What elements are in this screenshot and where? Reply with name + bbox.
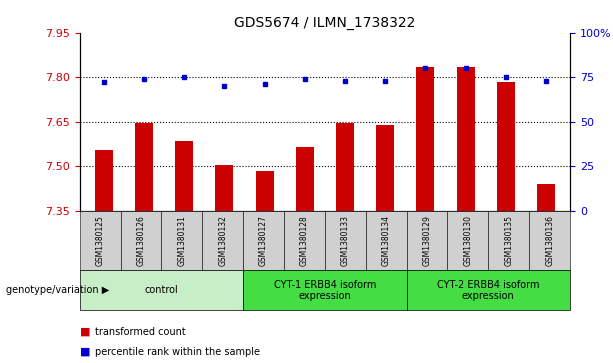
Bar [175, 141, 193, 211]
Bar [537, 184, 555, 211]
Text: GSM1380125: GSM1380125 [96, 215, 105, 266]
Text: GSM1380136: GSM1380136 [545, 215, 554, 266]
Text: GSM1380131: GSM1380131 [177, 215, 186, 266]
Bar [416, 67, 435, 211]
Text: ■: ■ [80, 327, 90, 337]
Text: GSM1380128: GSM1380128 [300, 215, 309, 266]
Text: GSM1380135: GSM1380135 [504, 215, 513, 266]
Bar [295, 147, 314, 211]
Text: CYT-2 ERBB4 isoform
expression: CYT-2 ERBB4 isoform expression [437, 280, 539, 301]
Text: GSM1380130: GSM1380130 [463, 215, 473, 266]
Text: GSM1380127: GSM1380127 [259, 215, 268, 266]
Text: genotype/variation ▶: genotype/variation ▶ [6, 285, 109, 295]
Text: GSM1380133: GSM1380133 [341, 215, 350, 266]
Text: GSM1380132: GSM1380132 [218, 215, 227, 266]
Bar [376, 125, 394, 211]
Bar [256, 171, 273, 211]
Text: ■: ■ [80, 347, 90, 357]
Text: control: control [145, 285, 178, 295]
Bar [457, 67, 474, 211]
Text: transformed count: transformed count [95, 327, 186, 337]
Text: percentile rank within the sample: percentile rank within the sample [95, 347, 260, 357]
Bar [95, 150, 113, 211]
Text: GSM1380126: GSM1380126 [137, 215, 145, 266]
Text: GSM1380134: GSM1380134 [382, 215, 390, 266]
Text: CYT-1 ERBB4 isoform
expression: CYT-1 ERBB4 isoform expression [273, 280, 376, 301]
Bar [336, 123, 354, 211]
Bar [497, 82, 515, 211]
Text: GSM1380129: GSM1380129 [422, 215, 432, 266]
Bar [135, 123, 153, 211]
Bar [215, 164, 234, 211]
Title: GDS5674 / ILMN_1738322: GDS5674 / ILMN_1738322 [234, 16, 416, 30]
